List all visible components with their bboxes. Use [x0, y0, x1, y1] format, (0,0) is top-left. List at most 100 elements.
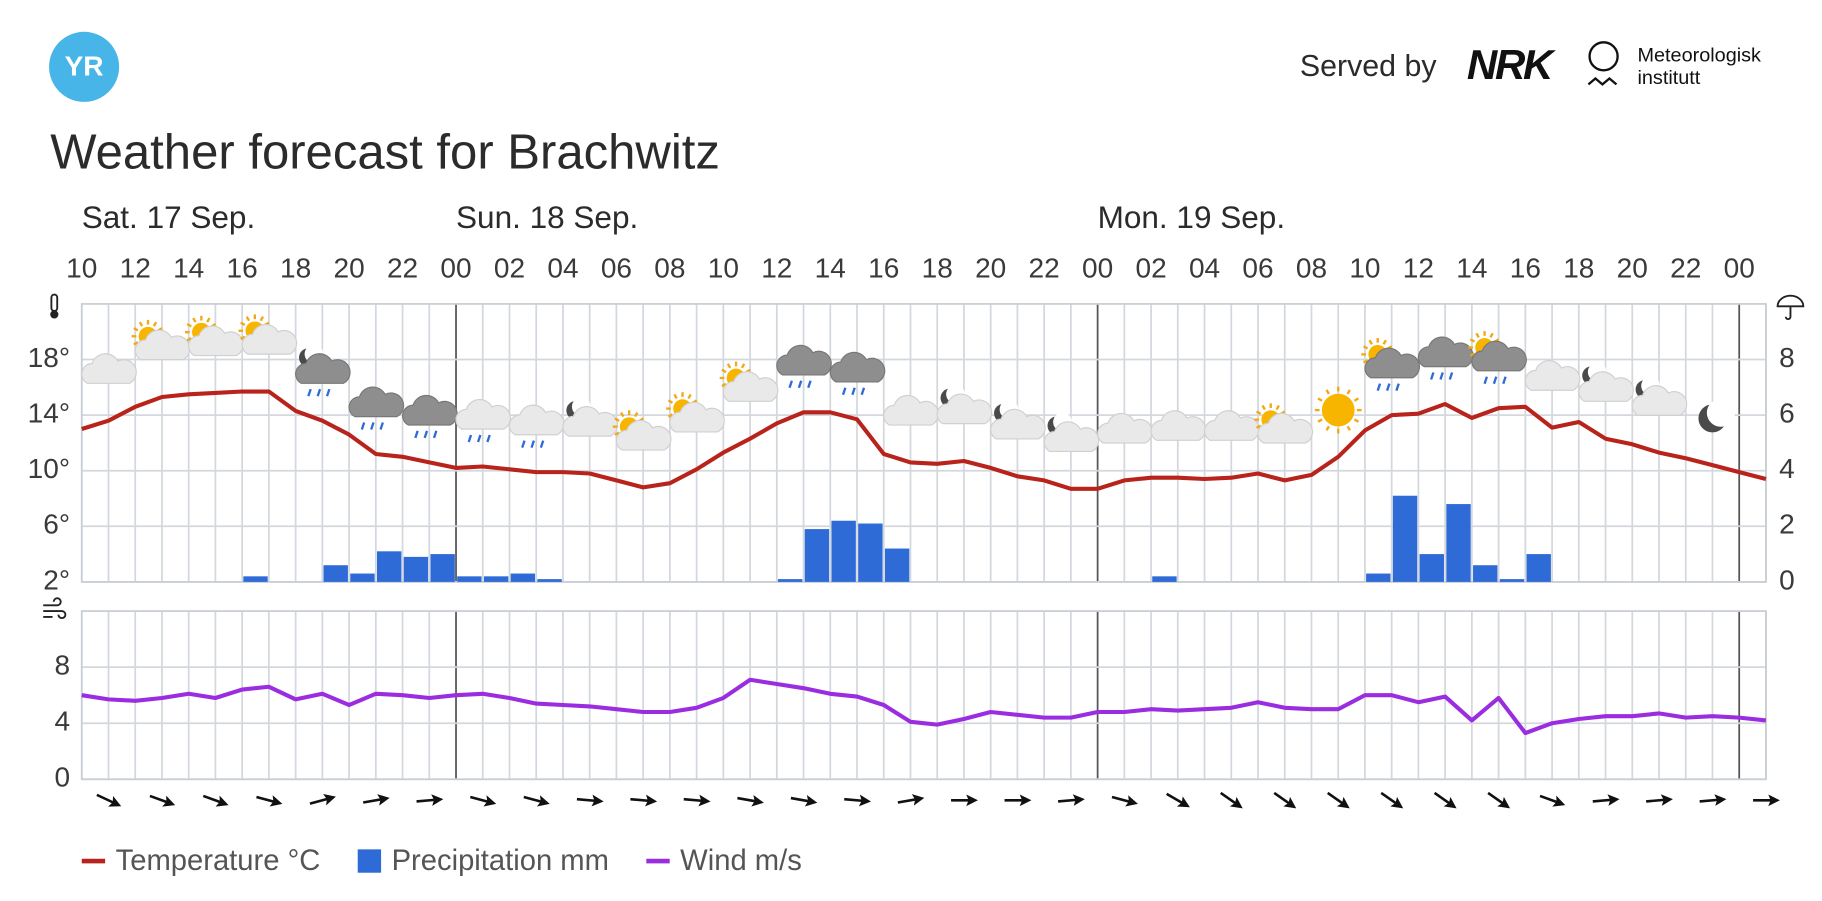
x-tick-label: 18	[280, 252, 311, 283]
x-tick-label: 10	[66, 252, 97, 283]
wind-arrow	[1433, 791, 1457, 809]
arrow-head	[698, 794, 711, 807]
weather-icon	[1698, 398, 1735, 433]
cloud	[615, 419, 672, 451]
y-tick-label: 0	[54, 762, 70, 793]
y2-tick-label: 4	[1779, 453, 1795, 484]
x-tick-label: 08	[1296, 252, 1327, 283]
wind-arrow	[256, 795, 283, 807]
x-tick-label: 22	[1029, 252, 1060, 283]
x-tick-label: 10	[708, 252, 739, 283]
raindrop	[307, 388, 312, 397]
arrow-head	[1125, 795, 1138, 807]
sun-ray	[1469, 352, 1476, 357]
y-tick-label: 6°	[43, 509, 70, 540]
sun-ray	[1275, 404, 1280, 411]
x-tick-label: 16	[868, 252, 899, 283]
cloud	[829, 351, 886, 383]
wind-arrow	[790, 794, 818, 807]
sun-ray	[138, 321, 144, 327]
arrow-head	[1607, 794, 1620, 806]
arrow-head	[804, 794, 818, 807]
cloud	[722, 371, 779, 402]
arrow-head	[1176, 796, 1190, 808]
arrow-head	[323, 794, 336, 806]
wind-arrow	[897, 794, 925, 806]
x-tick-label: 14	[1456, 252, 1487, 283]
precip-bar	[1499, 579, 1525, 582]
umbrella-icon	[1776, 294, 1805, 321]
weather-icon	[348, 386, 405, 430]
wind-arrow	[844, 794, 872, 807]
thermometer-icon	[50, 293, 59, 319]
sun-ray	[1469, 338, 1476, 343]
sun-ray	[1475, 332, 1480, 338]
sun-ray	[133, 341, 139, 346]
raindrop	[1429, 372, 1435, 380]
arrow-head	[858, 794, 872, 807]
arrow-head	[966, 794, 978, 807]
raindrop	[414, 430, 419, 439]
precip-bar	[510, 573, 536, 582]
sun-ray	[687, 393, 692, 400]
wind-arrow	[309, 794, 336, 806]
arrow-head	[1714, 794, 1727, 806]
plot-frame	[80, 303, 1767, 583]
weather-icon	[776, 344, 832, 389]
sun-ray	[240, 335, 246, 340]
wind-arrow	[96, 793, 122, 807]
sun-ray	[619, 411, 625, 418]
arrow-head	[1768, 794, 1780, 807]
y-tick-label: 10°	[28, 453, 70, 484]
raindrop	[423, 430, 429, 439]
arrow-head	[536, 795, 550, 807]
arrow-head	[1229, 796, 1243, 809]
x-tick-label: 00	[1724, 252, 1755, 283]
raindrop	[370, 422, 375, 430]
raindrop	[476, 434, 482, 443]
precip-bar	[831, 520, 856, 582]
precip-bar	[1419, 554, 1444, 582]
sun-ray	[1346, 389, 1351, 395]
sun-ray	[1317, 418, 1323, 423]
y-tick-label: 2°	[43, 564, 70, 595]
raindrop	[379, 422, 384, 430]
raindrop	[1483, 376, 1489, 385]
wind-arrow	[737, 794, 764, 807]
x-tick-label: 20	[1617, 252, 1648, 283]
wind-arrow	[1057, 794, 1085, 806]
legend-swatch	[357, 849, 382, 873]
cloud	[1097, 412, 1153, 444]
weather-icon	[990, 400, 1046, 440]
sun-ray	[721, 382, 727, 388]
arrow-head	[1390, 796, 1404, 809]
arrow-head	[377, 794, 390, 806]
x-tick-label: 06	[1242, 252, 1273, 283]
wind-arrow	[416, 794, 444, 806]
cloud	[936, 393, 993, 425]
weather-icon	[1043, 412, 1100, 453]
x-tick-label: 12	[761, 252, 792, 283]
institute-line: Meteorologisk	[1637, 45, 1761, 67]
precip-bar	[403, 556, 429, 582]
raindrop	[1492, 376, 1498, 385]
cloud	[1524, 360, 1581, 391]
met-logo-wave	[1587, 76, 1618, 86]
y-tick-label: 18°	[28, 342, 70, 373]
weather-icon	[1361, 338, 1421, 391]
sun-ray	[1353, 397, 1360, 402]
day-label: Sat. 17 Sep.	[82, 199, 255, 235]
precip-bar	[1392, 495, 1418, 582]
met-logo	[1588, 41, 1619, 72]
x-tick-label: 18	[1563, 252, 1594, 283]
plot-frame	[80, 610, 1767, 781]
weather-icon	[936, 384, 993, 425]
precip-bar	[1526, 554, 1551, 582]
x-tick-label: 10	[1349, 252, 1380, 283]
sun-ray	[1346, 425, 1351, 431]
sun-ray	[259, 316, 265, 322]
x-tick-label: 08	[654, 252, 685, 283]
arrow-head	[162, 795, 176, 807]
x-tick-label: 02	[1135, 252, 1166, 283]
